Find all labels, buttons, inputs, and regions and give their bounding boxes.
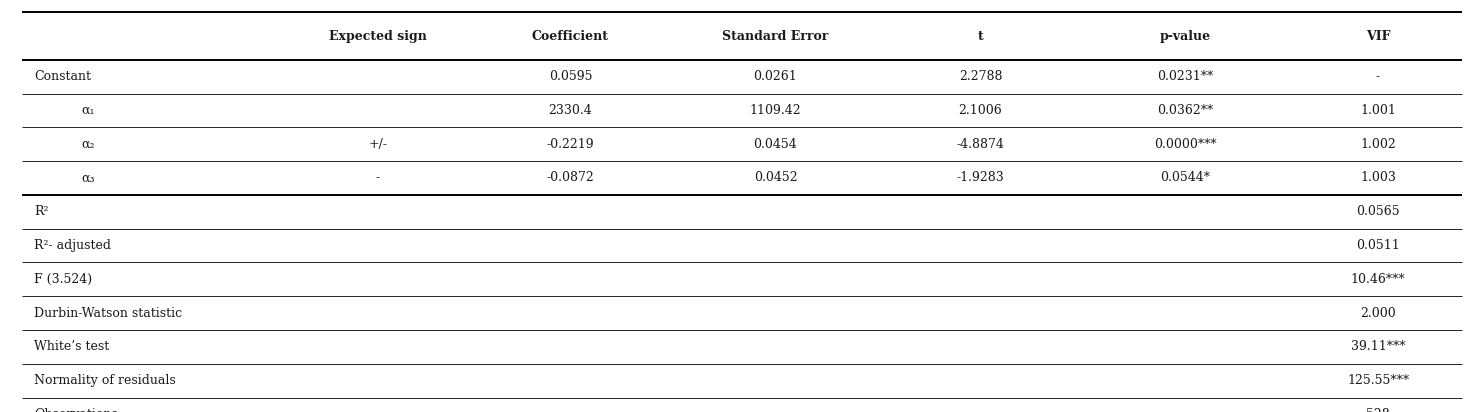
Text: -0.0872: -0.0872 [546, 171, 594, 185]
Text: Coefficient: Coefficient [531, 30, 608, 42]
Text: Expected sign: Expected sign [329, 30, 427, 42]
Text: R²- adjusted: R²- adjusted [34, 239, 111, 252]
Text: p-value: p-value [1160, 30, 1211, 42]
Text: 1.003: 1.003 [1361, 171, 1396, 185]
Text: 0.0452: 0.0452 [754, 171, 797, 185]
Text: -: - [1376, 70, 1380, 83]
Text: VIF: VIF [1365, 30, 1391, 42]
Text: R²: R² [34, 205, 49, 218]
Text: 0.0454: 0.0454 [754, 138, 797, 151]
Text: Standard Error: Standard Error [723, 30, 828, 42]
Text: 528: 528 [1367, 408, 1391, 412]
Text: +/-: +/- [368, 138, 387, 151]
Text: 1109.42: 1109.42 [749, 104, 801, 117]
Text: -: - [375, 171, 380, 185]
Text: α₃: α₃ [82, 171, 95, 185]
Text: -1.9283: -1.9283 [957, 171, 1005, 185]
Text: 0.0511: 0.0511 [1356, 239, 1399, 252]
Text: -0.2219: -0.2219 [546, 138, 594, 151]
Text: 2.000: 2.000 [1361, 307, 1396, 320]
Text: t: t [978, 30, 984, 42]
Text: α₁: α₁ [82, 104, 95, 117]
Text: 1.002: 1.002 [1361, 138, 1396, 151]
Text: White’s test: White’s test [34, 340, 110, 353]
Text: 2330.4: 2330.4 [549, 104, 592, 117]
Text: Durbin-Watson statistic: Durbin-Watson statistic [34, 307, 183, 320]
Text: 0.0231**: 0.0231** [1158, 70, 1214, 83]
Text: F (3.524): F (3.524) [34, 273, 92, 286]
Text: 10.46***: 10.46*** [1350, 273, 1405, 286]
Text: 39.11***: 39.11*** [1350, 340, 1405, 353]
Text: 0.0000***: 0.0000*** [1155, 138, 1217, 151]
Text: Observations: Observations [34, 408, 117, 412]
Text: Normality of residuals: Normality of residuals [34, 374, 177, 387]
Text: α₂: α₂ [82, 138, 95, 151]
Text: 0.0565: 0.0565 [1356, 205, 1399, 218]
Text: 1.001: 1.001 [1361, 104, 1396, 117]
Text: 0.0595: 0.0595 [549, 70, 592, 83]
Text: 0.0261: 0.0261 [754, 70, 797, 83]
Text: 2.2788: 2.2788 [959, 70, 1002, 83]
Text: -4.8874: -4.8874 [957, 138, 1005, 151]
Text: Constant: Constant [34, 70, 91, 83]
Text: 125.55***: 125.55*** [1347, 374, 1410, 387]
Text: 0.0544*: 0.0544* [1160, 171, 1211, 185]
Text: 0.0362**: 0.0362** [1158, 104, 1214, 117]
Text: 2.1006: 2.1006 [959, 104, 1002, 117]
